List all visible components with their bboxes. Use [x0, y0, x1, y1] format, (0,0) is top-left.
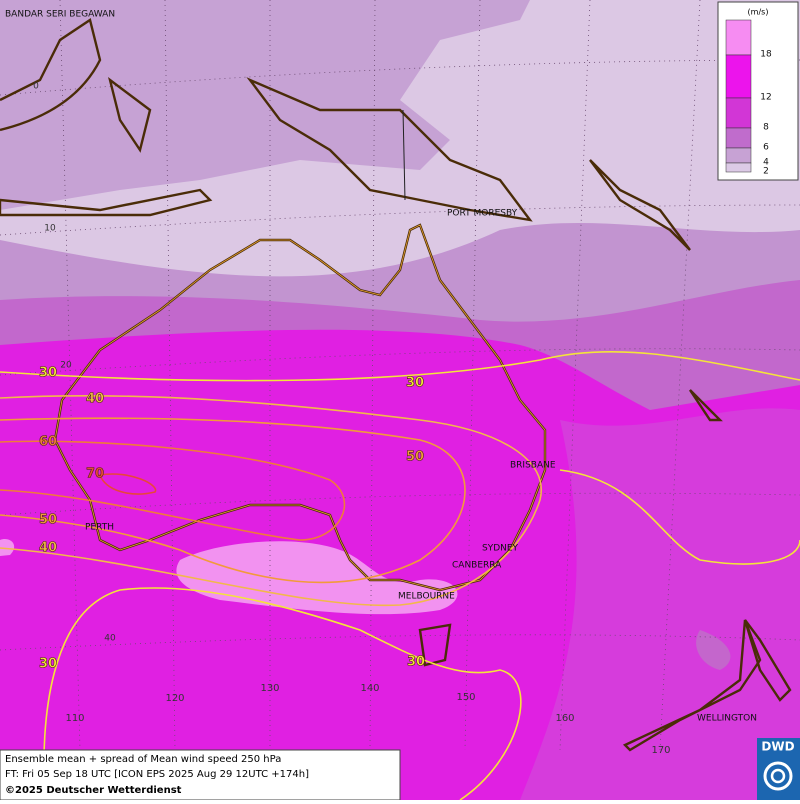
contour-label: 30 — [39, 657, 57, 672]
footer-title: Ensemble mean + spread of Mean wind spee… — [5, 754, 281, 765]
lon-label: 150 — [456, 692, 475, 703]
city-label: SYDNEY — [482, 544, 519, 554]
lon-label: 170 — [651, 745, 670, 756]
footer: Ensemble mean + spread of Mean wind spee… — [0, 749, 401, 801]
legend-levels: 18 12 8 6 42 — [725, 19, 772, 177]
lon-label: 110 — [65, 713, 84, 724]
legend-label: 4 — [763, 158, 769, 168]
legend-swatch — [725, 147, 752, 164]
legend-swatch — [725, 54, 752, 99]
lon-label: 120 — [165, 693, 184, 704]
contour-label: 40 — [86, 392, 104, 407]
city-label: MELBOURNE — [398, 592, 455, 602]
contour-label: 50 — [39, 513, 57, 528]
city-label: PERTH — [85, 523, 114, 533]
lon-label: 160 — [555, 713, 574, 724]
contours — [0, 350, 800, 801]
logo: DWD — [757, 738, 800, 800]
contour-label: 30 — [406, 376, 424, 391]
contour-label: 50 — [406, 450, 424, 465]
legend-label: 18 — [760, 50, 772, 60]
labels: BANDAR SERI BEGAWAN PORT MORESBY BRISBANE S… — [5, 10, 757, 757]
city-label: WELLINGTON — [697, 714, 757, 724]
logo-text: DWD — [761, 740, 794, 754]
footer-forecast: FT: Fri 05 Sep 18 UTC [ICON EPS 2025 Aug… — [5, 769, 309, 780]
legend-unit: (m/s) — [748, 8, 769, 17]
contour-label: 30 — [39, 366, 57, 381]
legend-label: 2 — [763, 167, 769, 177]
contour-label: 40 — [39, 541, 57, 556]
legend-label: 6 — [763, 143, 769, 153]
footer-copyright: ©2025 Deutscher Wetterdienst — [5, 785, 182, 796]
graticule — [0, 0, 800, 751]
lon-label: 130 — [260, 683, 279, 694]
city-label: PORT MORESBY — [447, 209, 518, 219]
legend: (m/s) 18 12 8 6 42 — [717, 1, 799, 181]
lat-label: 20 — [60, 361, 72, 371]
contour-label: 60 — [39, 435, 57, 450]
legend-swatch — [725, 97, 752, 129]
legend-swatch — [725, 162, 752, 173]
city-label: BANDAR SERI BEGAWAN — [5, 10, 115, 20]
city-label: BRISBANE — [510, 461, 556, 471]
lat-label: 0 — [33, 82, 39, 92]
contour-label: 70 — [86, 467, 104, 482]
lon-label: 140 — [360, 683, 379, 694]
legend-label: 12 — [760, 93, 771, 103]
legend-swatch — [725, 127, 752, 149]
lat-label: 40 — [104, 634, 116, 644]
legend-swatch — [725, 19, 752, 56]
city-label: CANBERRA — [452, 561, 502, 571]
coastlines — [0, 18, 792, 752]
lat-label: 10 — [44, 224, 56, 234]
legend-label: 8 — [763, 123, 769, 133]
contour-label: 30 — [407, 655, 425, 670]
